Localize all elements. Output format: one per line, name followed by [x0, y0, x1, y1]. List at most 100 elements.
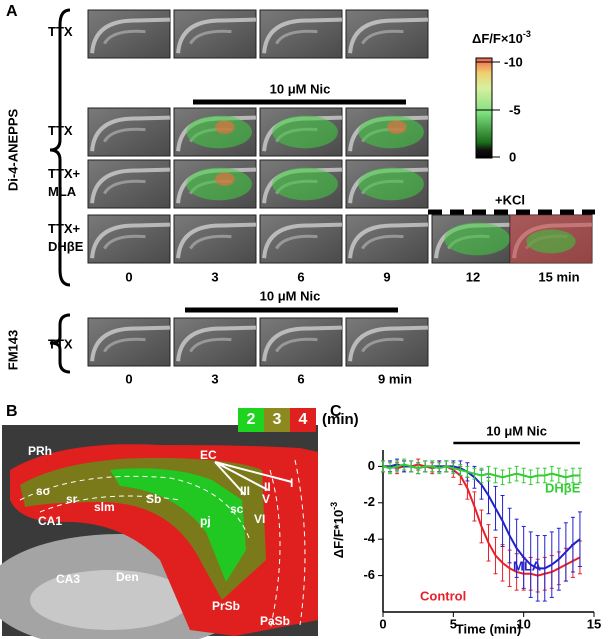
panel-label: A — [6, 3, 18, 20]
region-label: PaSb — [260, 614, 290, 628]
thumb-tissue — [90, 115, 171, 152]
legend-label: 4 — [299, 411, 308, 428]
series-label: DHβE — [545, 480, 581, 495]
thumb-tissue — [361, 29, 404, 45]
region-label: Den — [116, 570, 139, 584]
image-thumbnail — [345, 214, 429, 264]
row-label: TTX — [48, 24, 73, 39]
colorbar-tick-label: -5 — [509, 102, 521, 117]
brace — [49, 313, 71, 374]
thumb-tissue — [90, 222, 171, 259]
thumb-overlay — [387, 120, 407, 134]
image-thumbnail — [87, 9, 171, 59]
thumb-tissue — [103, 234, 146, 250]
thumb-tissue — [361, 337, 404, 353]
series-line — [382, 463, 580, 479]
panel-label: C — [330, 403, 342, 420]
legend-label: 2 — [247, 411, 256, 428]
image-thumbnail — [87, 107, 171, 157]
legend-swatch — [290, 408, 316, 432]
legend-swatch — [238, 408, 264, 432]
thumb-overlay — [215, 172, 235, 186]
thumb-tissue — [348, 325, 429, 362]
thumb-overlay — [272, 167, 338, 201]
image-thumbnail — [345, 107, 429, 157]
x-tick-label: 0 — [379, 616, 386, 631]
image-thumbnail — [173, 159, 257, 209]
thumb-overlay — [526, 229, 576, 254]
thumb-overlay — [215, 120, 235, 134]
image-thumbnail — [173, 107, 257, 157]
series-line — [383, 463, 581, 577]
thumb-tissue — [90, 17, 171, 54]
image-thumbnail — [259, 159, 343, 209]
region-label: so — [36, 484, 50, 498]
image-thumbnail — [87, 317, 171, 367]
time-label: 15 min — [538, 269, 579, 284]
thumb-tissue — [103, 179, 146, 195]
row-label: TTX — [48, 336, 73, 351]
image-thumbnail — [259, 317, 343, 367]
legend-swatch — [264, 408, 290, 432]
thumb-tissue — [103, 337, 146, 353]
time-label: 3 — [211, 269, 218, 284]
thumb-bg — [87, 317, 171, 367]
region-label: I — [290, 476, 293, 490]
series-label: Control — [420, 588, 466, 603]
thumb-tissue — [348, 222, 429, 259]
row-label-line: TTX — [48, 123, 73, 138]
image-thumbnail — [173, 214, 257, 264]
thumb-tissue — [262, 17, 343, 54]
thumb-tissue — [90, 167, 171, 204]
series-label: MLA — [513, 558, 542, 573]
image-thumbnail — [173, 9, 257, 59]
thumb-tissue — [189, 29, 232, 45]
y-tick-label: 0 — [368, 458, 375, 473]
region-label: V — [262, 492, 270, 506]
row-label: TTX — [48, 123, 73, 138]
thumb-tissue — [176, 17, 257, 54]
thumb-tissue — [189, 337, 232, 353]
region-label: III — [240, 484, 250, 498]
dye-label: Di-4-ANEPPS — [5, 109, 20, 192]
y-tick-label: -4 — [363, 531, 375, 546]
colorbar — [475, 57, 493, 159]
thumb-tissue — [361, 234, 404, 250]
thumb-tissue — [275, 337, 318, 353]
region-label: PrSb — [212, 599, 240, 613]
treatment-label: 10 μM Nic — [486, 423, 547, 438]
x-tick-label: 15 — [587, 616, 601, 631]
colorbar-title: ΔF/F×10-3 — [472, 29, 531, 46]
region-label: CA3 — [56, 572, 80, 586]
thumb-overlay — [358, 167, 424, 201]
time-label: 3 — [211, 371, 218, 386]
thumb-tissue — [275, 29, 318, 45]
time-label: 0 — [125, 371, 132, 386]
thumb-tissue — [275, 234, 318, 250]
thumb-tissue — [103, 127, 146, 143]
image-thumbnail — [259, 9, 343, 59]
image-thumbnail — [345, 9, 429, 59]
thumb-tissue — [262, 325, 343, 362]
image-thumbnail — [345, 159, 429, 209]
row-label-line: TTX+ — [48, 166, 81, 181]
y-axis-title: ΔF/F*10-3 — [329, 502, 346, 558]
row-label: TTX+ MLA — [48, 166, 81, 199]
region-label: slm — [94, 500, 115, 514]
x-axis-title: Time (min) — [456, 621, 522, 636]
region-label: pj — [200, 514, 211, 528]
thumb-tissue — [348, 17, 429, 54]
row-label-line: DHβE — [48, 239, 84, 254]
time-label: 0 — [125, 269, 132, 284]
x-tick-label: 5 — [450, 616, 457, 631]
thumb-tissue — [176, 222, 257, 259]
x-tick-label: 10 — [516, 616, 530, 631]
row-label-line: TTX — [48, 24, 73, 39]
kcl-label: +KCl — [495, 192, 525, 207]
thumb-tissue — [176, 325, 257, 362]
image-thumbnail — [87, 214, 171, 264]
image-thumbnail — [173, 317, 257, 367]
y-tick-label: -6 — [363, 567, 375, 582]
colorbar-tick-label: -10 — [504, 54, 523, 69]
